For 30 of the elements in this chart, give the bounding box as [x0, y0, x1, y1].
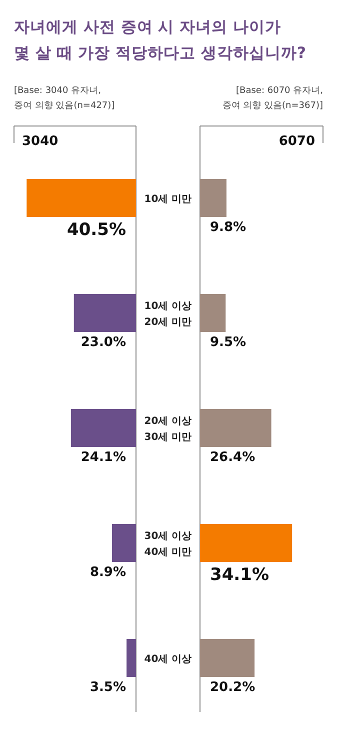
bar — [74, 294, 136, 332]
data-label: 34.1% — [210, 565, 269, 585]
bar — [126, 639, 136, 677]
y-tick-label: 30세 이상 40세 미만 — [144, 531, 192, 558]
bar — [200, 409, 272, 447]
bar — [200, 639, 255, 677]
bar — [200, 294, 226, 332]
data-label: 8.9% — [90, 565, 126, 580]
y-tick-label: 10세 이상 20세 미만 — [144, 301, 192, 328]
text: 6070 — [278, 134, 315, 149]
text: [Base: 6070 유자녀, 증여 의향 있음(n=367)] — [221, 85, 323, 113]
text: 3040 — [22, 134, 58, 149]
data-label: 24.1% — [80, 450, 126, 465]
bar — [200, 524, 292, 562]
data-label: 26.4% — [210, 450, 256, 465]
bar — [200, 179, 226, 217]
y-tick-label: 10세 미만 — [144, 194, 192, 205]
text: [Base: 3040 유자녀, 증여 의향 있음(n=427)] — [14, 85, 116, 113]
data-label: 9.8% — [210, 220, 246, 235]
data-label: 23.0% — [80, 335, 126, 350]
data-label: 3.5% — [90, 680, 126, 695]
data-label: 9.5% — [210, 335, 246, 350]
bar — [26, 179, 136, 217]
y-tick-label: 20세 이상 30세 미만 — [144, 416, 192, 443]
bar — [112, 524, 136, 562]
bar — [70, 409, 136, 447]
chart-title: 자녀에게 사전 증여 시 자녀의 나이가 몇 살 때 가장 적당하다고 생각하십니까? — [14, 17, 307, 64]
data-label: 40.5% — [67, 220, 126, 240]
data-label: 20.2% — [210, 680, 256, 695]
y-tick-label: 40세 이상 — [144, 654, 192, 665]
